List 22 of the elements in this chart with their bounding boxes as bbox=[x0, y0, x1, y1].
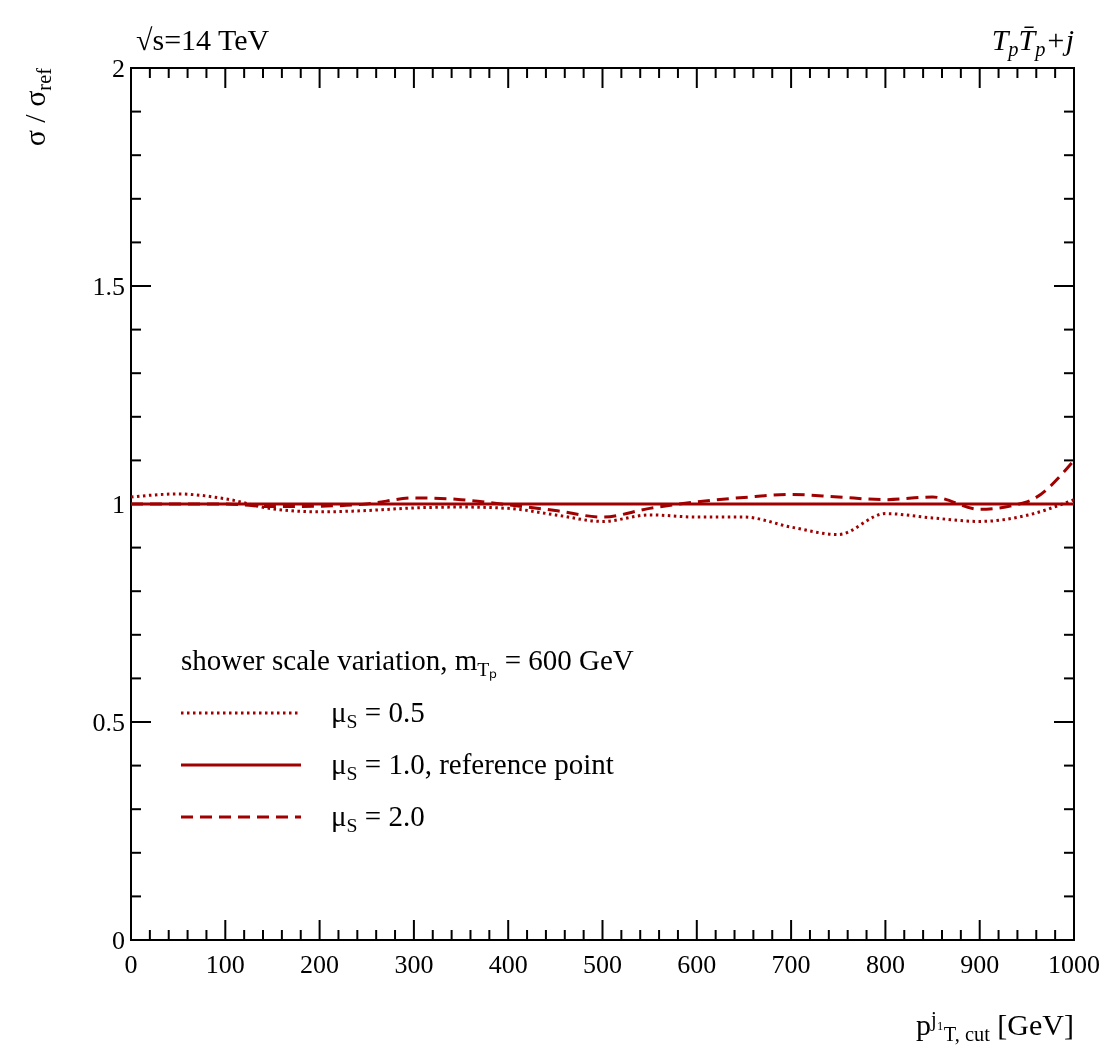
y-tick-label: 0 bbox=[112, 926, 125, 955]
y-tick-label: 1 bbox=[112, 490, 125, 519]
legend-title: shower scale variation, m$_{Tₚ}$ = 600 GeV bbox=[181, 644, 634, 681]
x-tick-label: 700 bbox=[771, 950, 811, 979]
x-tick-label: 200 bbox=[300, 950, 340, 979]
legend-label: μ$_{S}$ = 1.0, reference point bbox=[331, 748, 614, 784]
x-tick-label: 100 bbox=[205, 950, 245, 979]
legend-label: μ$_{S}$ = 0.5 bbox=[331, 696, 425, 732]
y-tick-label: 0.5 bbox=[92, 708, 125, 737]
x-tick-label: 500 bbox=[583, 950, 622, 979]
x-axis-title: p$^{j₁}$$_{T, cut}$ [GeV] bbox=[916, 1008, 1074, 1045]
chart-title: T$_{p}$T̄$_{p}$+j bbox=[991, 23, 1074, 61]
x-tick-label: 600 bbox=[677, 950, 717, 979]
chart-subtitle: √s=14 TeV bbox=[136, 23, 270, 56]
y-tick-label: 2 bbox=[112, 54, 125, 83]
y-tick-label: 1.5 bbox=[92, 272, 125, 301]
legend-label: μ$_{S}$ = 2.0 bbox=[331, 800, 425, 836]
x-tick-label: 400 bbox=[488, 950, 528, 979]
x-tick-label: 1000 bbox=[1048, 950, 1100, 979]
x-tick-label: 800 bbox=[865, 950, 905, 979]
x-tick-label: 900 bbox=[960, 950, 1000, 979]
x-tick-label: 300 bbox=[394, 950, 434, 979]
